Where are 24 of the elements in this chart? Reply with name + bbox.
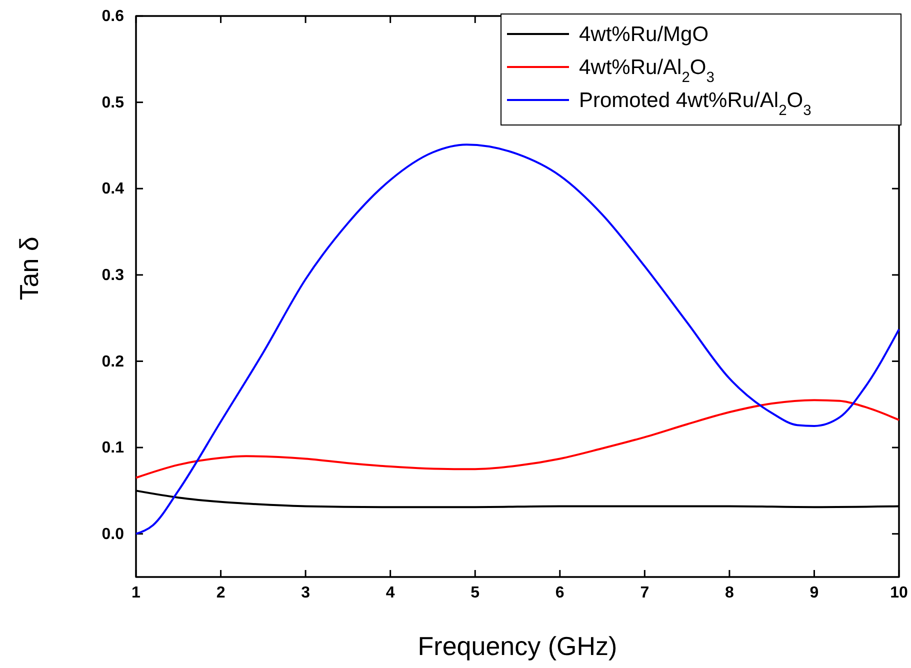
x-tick-label: 8 — [724, 584, 734, 602]
x-tick-label: 7 — [640, 584, 650, 602]
line-series — [135, 399, 900, 479]
y-tick-label: 0.3 — [102, 267, 124, 284]
y-tick-label: 0.2 — [102, 353, 124, 370]
y-tick-label: 0.4 — [102, 180, 124, 198]
x-tick-label: 5 — [470, 584, 480, 602]
y-tick-label: 0.5 — [102, 94, 124, 112]
x-tick-label: 4 — [386, 584, 395, 602]
y-tick-label: 0.6 — [102, 8, 124, 26]
x-tick-label: 1 — [132, 584, 141, 602]
x-tick-label: 2 — [216, 584, 226, 602]
legend-label: 4wt%Ru/Al$_{2}$O$_{3}$ — [579, 56, 714, 86]
x-tick-label: 9 — [810, 584, 819, 602]
y-tick-label: 0.1 — [102, 440, 124, 457]
x-tick-label: 10 — [890, 584, 908, 602]
x-tick-label: 6 — [555, 584, 564, 602]
x-axis-title: Frequency (GHz) — [418, 631, 618, 661]
y-tick-label: 0.0 — [102, 526, 124, 543]
y-axis-title: Tan δ — [14, 236, 44, 300]
line-series — [135, 144, 900, 535]
x-tick-label: 3 — [301, 584, 310, 602]
legend-label: 4wt%Ru/MgO — [579, 23, 709, 46]
legend-label: Promoted 4wt%Ru/Al$_{2}$O$_{3}$ — [579, 89, 812, 119]
